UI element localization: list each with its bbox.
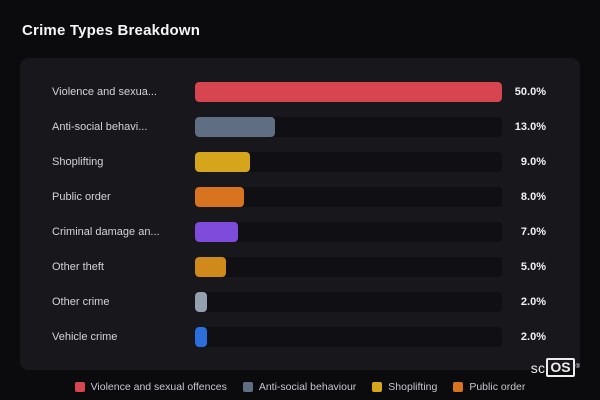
chart-card: Violence and sexua... 50.0% Anti-social … bbox=[20, 58, 580, 370]
chart-row: Anti-social behavi... 13.0% bbox=[52, 111, 546, 142]
legend-swatch bbox=[453, 382, 464, 392]
chart-row: Public order 8.0% bbox=[52, 181, 546, 212]
bar-track bbox=[195, 186, 502, 207]
bar-track bbox=[195, 151, 502, 172]
value-label: 7.0% bbox=[520, 225, 546, 238]
bar-track bbox=[195, 326, 502, 347]
category-label: Shoplifting bbox=[52, 155, 104, 168]
value-label: 13.0% bbox=[514, 120, 546, 133]
value-label: 9.0% bbox=[520, 155, 546, 168]
chart-row: Other theft 5.0% bbox=[52, 251, 546, 282]
chart-row: Violence and sexua... 50.0% bbox=[52, 76, 546, 107]
category-label: Vehicle crime bbox=[52, 330, 118, 343]
value-label: 50.0% bbox=[514, 85, 546, 98]
legend-item[interactable]: Anti-social behaviour bbox=[242, 381, 357, 393]
brand-logo: sc OS ® bbox=[531, 358, 580, 377]
value-label: 8.0% bbox=[520, 190, 546, 203]
bar-track bbox=[195, 291, 502, 312]
value-label: 5.0% bbox=[520, 260, 546, 273]
legend-item[interactable]: Public order bbox=[453, 381, 525, 393]
bar[interactable] bbox=[195, 116, 275, 137]
category-label: Anti-social behavi... bbox=[52, 120, 148, 133]
registered-trademark-icon: ® bbox=[575, 363, 580, 370]
bar-track bbox=[195, 256, 502, 277]
legend-swatch bbox=[372, 382, 383, 392]
category-label: Violence and sexua... bbox=[52, 85, 157, 98]
bar-track bbox=[195, 81, 502, 102]
bar[interactable] bbox=[195, 256, 226, 277]
category-label: Other crime bbox=[52, 295, 110, 308]
bar[interactable] bbox=[195, 186, 245, 207]
bar[interactable] bbox=[195, 81, 502, 102]
brand-os-box: OS bbox=[546, 358, 575, 377]
value-label: 2.0% bbox=[520, 295, 546, 308]
bar[interactable] bbox=[195, 291, 208, 312]
legend-swatch bbox=[242, 382, 253, 392]
chart-row: Vehicle crime 2.0% bbox=[52, 321, 546, 352]
chart-row: Shoplifting 9.0% bbox=[52, 146, 546, 177]
chart-row: Criminal damage an... 7.0% bbox=[52, 216, 546, 247]
legend-label: Anti-social behaviour bbox=[258, 381, 357, 393]
brand-prefix: sc bbox=[530, 359, 546, 376]
bar[interactable] bbox=[195, 221, 238, 242]
bar[interactable] bbox=[195, 326, 208, 347]
legend-label: Violence and sexual offences bbox=[90, 381, 227, 393]
category-label: Other theft bbox=[52, 260, 104, 273]
legend-item[interactable]: Violence and sexual offences bbox=[74, 381, 227, 393]
value-label: 2.0% bbox=[520, 330, 546, 343]
legend-swatch bbox=[74, 382, 85, 392]
legend-label: Shoplifting bbox=[388, 381, 438, 393]
legend-label: Public order bbox=[469, 381, 526, 393]
chart-legend: Violence and sexual offences Anti-social… bbox=[0, 381, 600, 393]
page-title: Crime Types Breakdown bbox=[22, 22, 201, 39]
category-label: Criminal damage an... bbox=[52, 225, 160, 238]
bar-track bbox=[195, 221, 502, 242]
bar[interactable] bbox=[195, 151, 251, 172]
bar-track bbox=[195, 116, 502, 137]
chart-row: Other crime 2.0% bbox=[52, 286, 546, 317]
category-label: Public order bbox=[52, 190, 111, 203]
legend-item[interactable]: Shoplifting bbox=[372, 381, 437, 393]
